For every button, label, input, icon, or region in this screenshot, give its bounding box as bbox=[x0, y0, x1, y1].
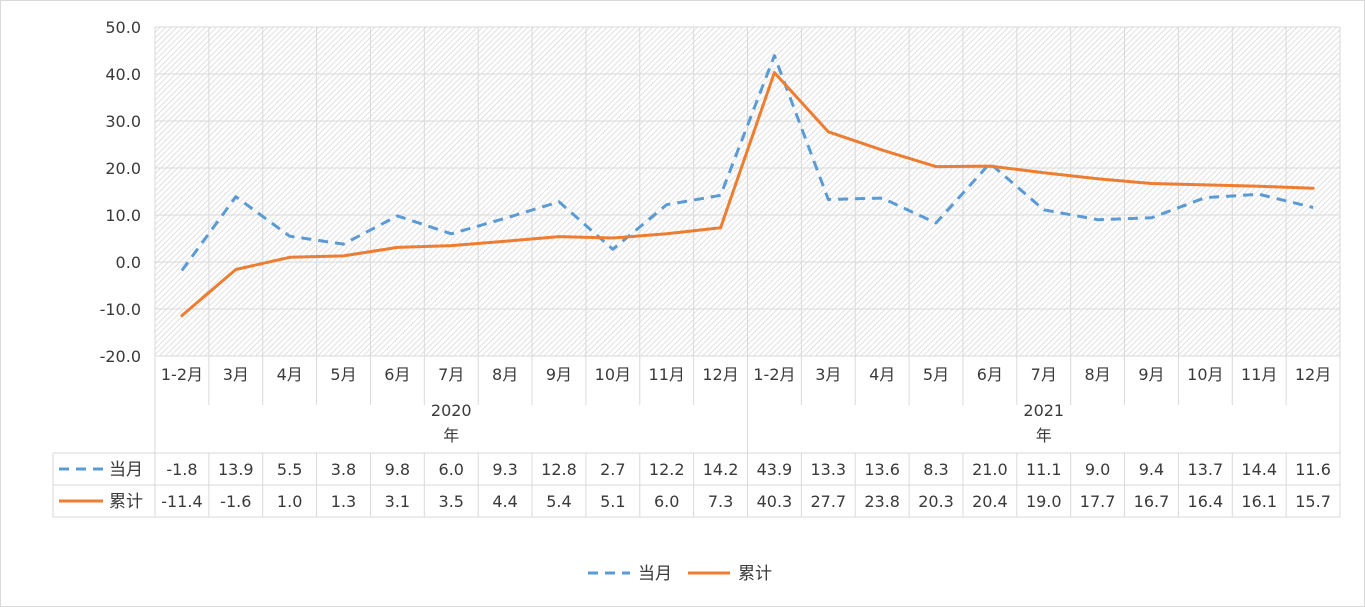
table-cell: 15.7 bbox=[1295, 492, 1331, 511]
x-tick-label: 8月 bbox=[492, 365, 518, 384]
table-cell: 17.7 bbox=[1080, 492, 1116, 511]
table-cell: 14.4 bbox=[1241, 460, 1277, 479]
table-cell: 16.7 bbox=[1134, 492, 1170, 511]
legend-label: 当月 bbox=[638, 564, 672, 584]
table-row-label: 累计 bbox=[109, 492, 143, 512]
table-cell: -11.4 bbox=[161, 492, 202, 511]
x-tick-label: 12月 bbox=[1295, 365, 1331, 384]
table-cell: 21.0 bbox=[972, 460, 1008, 479]
group-suffix-label: 年 bbox=[1036, 426, 1052, 445]
table-cell: 14.2 bbox=[703, 460, 739, 479]
x-tick-label: 12月 bbox=[702, 365, 738, 384]
table-cell: 43.9 bbox=[757, 460, 793, 479]
table-cell: 6.0 bbox=[439, 460, 464, 479]
table-cell: 2.7 bbox=[600, 460, 625, 479]
series-line-cumulative bbox=[180, 71, 1315, 318]
table-cell: 5.5 bbox=[277, 460, 302, 479]
table-cell: 40.3 bbox=[757, 492, 793, 511]
x-tick-label: 11月 bbox=[649, 365, 685, 384]
x-tick-label: 6月 bbox=[977, 365, 1003, 384]
x-tick-label: 3月 bbox=[815, 365, 841, 384]
table-cell: 16.4 bbox=[1188, 492, 1224, 511]
x-tick-label: 5月 bbox=[923, 365, 949, 384]
y-tick-label: 50.0 bbox=[105, 18, 141, 37]
x-tick-label: 1-2月 bbox=[753, 365, 795, 384]
series-line-monthly bbox=[180, 54, 1314, 272]
table-cell: 6.0 bbox=[654, 492, 679, 511]
x-tick-label: 11月 bbox=[1241, 365, 1277, 384]
table-cell: 5.4 bbox=[546, 492, 571, 511]
x-tick-label: 3月 bbox=[223, 365, 249, 384]
table-cell: 1.0 bbox=[277, 492, 302, 511]
table-cell: 19.0 bbox=[1026, 492, 1062, 511]
x-tick-label: 10月 bbox=[595, 365, 631, 384]
group-year-label: 2020 bbox=[431, 401, 472, 420]
y-tick-label: 0.0 bbox=[116, 253, 141, 272]
table-cell: 4.4 bbox=[492, 492, 517, 511]
x-tick-label: 10月 bbox=[1187, 365, 1223, 384]
group-year-label: 2021 bbox=[1023, 401, 1064, 420]
group-suffix-label: 年 bbox=[443, 426, 459, 445]
table-cell: 20.3 bbox=[918, 492, 954, 511]
x-tick-label: 9月 bbox=[546, 365, 572, 384]
table-cell: 23.8 bbox=[864, 492, 900, 511]
table-cell: 9.4 bbox=[1139, 460, 1164, 479]
x-tick-label: 1-2月 bbox=[161, 365, 203, 384]
x-tick-label: 7月 bbox=[1031, 365, 1057, 384]
table-cell: 13.3 bbox=[810, 460, 846, 479]
table-cell: -1.8 bbox=[166, 460, 197, 479]
x-tick-label: 4月 bbox=[277, 365, 303, 384]
table-cell: 20.4 bbox=[972, 492, 1008, 511]
table-cell: 16.1 bbox=[1241, 492, 1277, 511]
y-tick-label: 10.0 bbox=[105, 206, 141, 225]
table-cell: 3.1 bbox=[385, 492, 410, 511]
table-cell: 1.3 bbox=[331, 492, 356, 511]
x-tick-label: 4月 bbox=[869, 365, 895, 384]
table-cell: 3.8 bbox=[331, 460, 356, 479]
y-tick-label: 30.0 bbox=[105, 112, 141, 131]
y-axis: 50.0 40.0 30.0 20.0 10.0 0.0 -10.0 -20.0 1-2月 3月 4… bbox=[100, 18, 1332, 445]
legend: 当月 累计 bbox=[588, 564, 772, 584]
table-cell: 13.6 bbox=[864, 460, 900, 479]
y-tick-label: 40.0 bbox=[105, 65, 141, 84]
table-cell: 9.3 bbox=[492, 460, 517, 479]
table-cell: 13.7 bbox=[1188, 460, 1224, 479]
table-row-label: 当月 bbox=[109, 460, 143, 480]
legend-label: 累计 bbox=[738, 564, 772, 584]
table-cell: -1.6 bbox=[220, 492, 251, 511]
series-lines bbox=[180, 54, 1315, 318]
table-cell: 8.3 bbox=[923, 460, 948, 479]
data-table: 当月 -1.8 13.9 5.5 3.8 9.8 6.0 9.3 12.8 2.7 12.2 14.2… bbox=[52, 452, 1341, 518]
y-tick-label: -10.0 bbox=[100, 300, 141, 319]
grid-lines bbox=[154, 26, 1341, 453]
y-tick-label: 20.0 bbox=[105, 159, 141, 178]
x-tick-label: 8月 bbox=[1085, 365, 1111, 384]
table-cell: 9.0 bbox=[1085, 460, 1110, 479]
table-cell: 5.1 bbox=[600, 492, 625, 511]
table-cell: 12.8 bbox=[541, 460, 577, 479]
table-cell: 11.6 bbox=[1295, 460, 1331, 479]
table-cell: 3.5 bbox=[439, 492, 464, 511]
table-cell: 27.7 bbox=[810, 492, 846, 511]
table-cell: 9.8 bbox=[385, 460, 410, 479]
x-tick-label: 9月 bbox=[1138, 365, 1164, 384]
y-tick-label: -20.0 bbox=[100, 347, 141, 366]
table-cell: 13.9 bbox=[218, 460, 254, 479]
table-cell: 12.2 bbox=[649, 460, 685, 479]
x-tick-label: 7月 bbox=[438, 365, 464, 384]
table-cell: 11.1 bbox=[1026, 460, 1062, 479]
x-tick-label: 6月 bbox=[384, 365, 410, 384]
x-tick-label: 5月 bbox=[330, 365, 356, 384]
table-cell: 7.3 bbox=[708, 492, 733, 511]
